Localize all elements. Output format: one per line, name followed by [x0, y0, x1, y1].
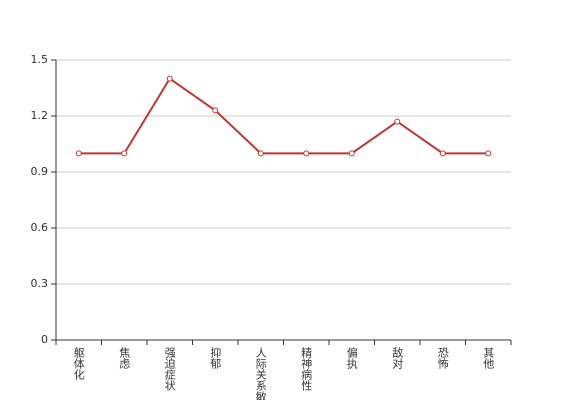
point — [348, 150, 355, 157]
point — [303, 150, 310, 157]
y-tick-label: 1.5 — [31, 53, 49, 66]
x-tick-label: 强迫症状 — [163, 347, 176, 391]
y-tick-label: 0 — [41, 333, 48, 346]
y-tick-label: 0.6 — [31, 221, 49, 234]
point — [439, 150, 446, 157]
y-tick-label: 1.2 — [31, 109, 49, 122]
x-tick-label: 人际关系敏感 — [254, 347, 267, 400]
x-tick-label: 精神病性 — [300, 347, 313, 392]
x-tick-label: 敌对 — [391, 346, 404, 369]
x-tick-label: 其他 — [482, 347, 495, 369]
x-tick-label: 偏执 — [345, 346, 358, 370]
line — [78, 77, 489, 155]
point — [485, 150, 492, 157]
point — [212, 107, 219, 114]
point — [121, 150, 128, 157]
point — [166, 75, 173, 82]
point — [257, 150, 264, 157]
point — [394, 118, 401, 125]
x-tick-label: 抑郁 — [209, 346, 222, 369]
y-tick-label: 0.9 — [31, 165, 49, 178]
x-tick-label: 恐怖 — [436, 347, 449, 369]
x-tick-label: 焦虑 — [118, 347, 131, 369]
point — [75, 150, 82, 157]
y-tick-label: 0.3 — [31, 277, 49, 290]
x-tick-label: 躯体化 — [72, 347, 85, 381]
